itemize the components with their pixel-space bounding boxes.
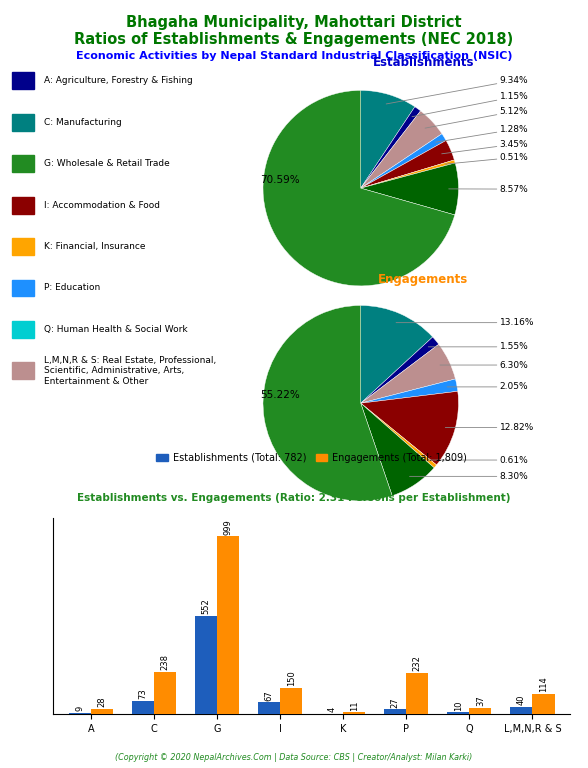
- Text: 55.22%: 55.22%: [260, 390, 300, 400]
- Text: I: Accommodation & Food: I: Accommodation & Food: [44, 200, 160, 210]
- Text: 4: 4: [328, 707, 337, 712]
- Text: 6.30%: 6.30%: [440, 360, 528, 369]
- Text: 2.05%: 2.05%: [447, 382, 528, 392]
- Text: 37: 37: [476, 695, 485, 706]
- Text: Engagements: Engagements: [378, 273, 469, 286]
- Text: Establishments vs. Engagements (Ratio: 2.31 Persons per Establishment): Establishments vs. Engagements (Ratio: 2…: [77, 493, 511, 503]
- Text: 0.61%: 0.61%: [428, 455, 528, 465]
- Bar: [343, 712, 365, 714]
- Text: 8.30%: 8.30%: [410, 472, 528, 481]
- Text: 10: 10: [454, 700, 463, 710]
- Bar: [533, 694, 554, 714]
- Wedge shape: [361, 403, 436, 468]
- Text: 13.16%: 13.16%: [396, 318, 534, 327]
- Text: 8.57%: 8.57%: [449, 184, 528, 194]
- Bar: [154, 672, 176, 714]
- Text: 11: 11: [350, 700, 359, 710]
- Text: 27: 27: [391, 697, 400, 707]
- Text: 238: 238: [161, 654, 169, 670]
- Wedge shape: [361, 111, 442, 188]
- Text: 150: 150: [286, 670, 296, 686]
- Text: 40: 40: [517, 695, 526, 705]
- Text: G: Wholesale & Retail Trade: G: Wholesale & Retail Trade: [44, 159, 170, 168]
- Text: 552: 552: [202, 598, 211, 614]
- Wedge shape: [361, 134, 446, 188]
- Text: 3.45%: 3.45%: [442, 140, 528, 154]
- Text: 70.59%: 70.59%: [260, 175, 300, 185]
- Wedge shape: [361, 91, 415, 188]
- Wedge shape: [361, 141, 455, 188]
- Bar: [69, 713, 91, 714]
- Wedge shape: [361, 403, 434, 496]
- Text: (Copyright © 2020 NepalArchives.Com | Data Source: CBS | Creator/Analyst: Milan : (Copyright © 2020 NepalArchives.Com | Da…: [115, 753, 473, 762]
- Text: Economic Activities by Nepal Standard Industrial Classification (NSIC): Economic Activities by Nepal Standard In…: [76, 51, 512, 61]
- Text: 999: 999: [223, 519, 232, 535]
- Bar: [510, 707, 533, 714]
- Bar: [258, 702, 280, 714]
- Wedge shape: [361, 392, 459, 465]
- Bar: [406, 673, 429, 714]
- Wedge shape: [361, 344, 456, 403]
- Text: Ratios of Establishments & Engagements (NEC 2018): Ratios of Establishments & Engagements (…: [74, 32, 514, 48]
- Bar: [91, 710, 113, 714]
- Text: C: Manufacturing: C: Manufacturing: [44, 118, 122, 127]
- Bar: [280, 687, 302, 714]
- Wedge shape: [361, 306, 433, 403]
- Text: 1.55%: 1.55%: [428, 343, 528, 351]
- Text: Bhagaha Municipality, Mahottari District: Bhagaha Municipality, Mahottari District: [126, 15, 462, 31]
- Text: P: Education: P: Education: [44, 283, 101, 293]
- Text: 1.28%: 1.28%: [436, 125, 528, 142]
- Legend: Establishments (Total: 782), Engagements (Total: 1,809): Establishments (Total: 782), Engagements…: [152, 449, 471, 467]
- Text: 12.82%: 12.82%: [445, 423, 534, 432]
- Text: 232: 232: [413, 655, 422, 671]
- Text: 67: 67: [265, 690, 273, 700]
- Bar: [217, 536, 239, 714]
- Wedge shape: [263, 91, 455, 286]
- Text: K: Financial, Insurance: K: Financial, Insurance: [44, 242, 146, 251]
- Wedge shape: [361, 107, 420, 188]
- Wedge shape: [263, 306, 392, 501]
- Bar: [447, 713, 469, 714]
- Text: 9: 9: [75, 706, 84, 711]
- Text: 73: 73: [138, 689, 148, 700]
- Text: 0.51%: 0.51%: [445, 153, 528, 164]
- Text: A: Agriculture, Forestry & Fishing: A: Agriculture, Forestry & Fishing: [44, 76, 193, 85]
- Wedge shape: [361, 163, 459, 215]
- Text: Establishments: Establishments: [373, 56, 474, 69]
- Text: 28: 28: [98, 697, 106, 707]
- Bar: [384, 710, 406, 714]
- Text: 114: 114: [539, 677, 548, 692]
- Text: 1.15%: 1.15%: [412, 92, 528, 117]
- Wedge shape: [361, 337, 439, 403]
- Wedge shape: [361, 379, 458, 403]
- Text: Q: Human Health & Social Work: Q: Human Health & Social Work: [44, 325, 188, 334]
- Wedge shape: [361, 160, 455, 188]
- Bar: [469, 707, 492, 714]
- Bar: [195, 616, 217, 714]
- Text: 9.34%: 9.34%: [386, 76, 528, 104]
- Text: 5.12%: 5.12%: [425, 107, 528, 128]
- Text: L,M,N,R & S: Real Estate, Professional,
Scientific, Administrative, Arts,
Entert: L,M,N,R & S: Real Estate, Professional, …: [44, 356, 216, 386]
- Bar: [132, 701, 154, 714]
